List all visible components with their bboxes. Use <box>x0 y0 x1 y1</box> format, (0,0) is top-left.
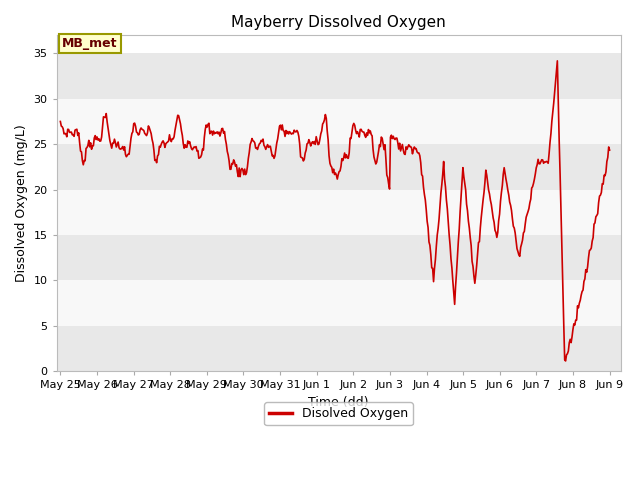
X-axis label: Time (dd): Time (dd) <box>308 396 369 408</box>
Y-axis label: Dissolved Oxygen (mg/L): Dissolved Oxygen (mg/L) <box>15 124 28 282</box>
Bar <box>57 99 621 144</box>
Bar <box>57 326 621 371</box>
Bar <box>57 235 621 280</box>
Bar <box>57 280 621 326</box>
Bar <box>57 190 621 235</box>
Bar <box>57 53 621 99</box>
Title: Mayberry Dissolved Oxygen: Mayberry Dissolved Oxygen <box>231 15 446 30</box>
Text: MB_met: MB_met <box>62 37 118 50</box>
Legend: Disolved Oxygen: Disolved Oxygen <box>264 402 413 425</box>
Bar <box>57 144 621 190</box>
